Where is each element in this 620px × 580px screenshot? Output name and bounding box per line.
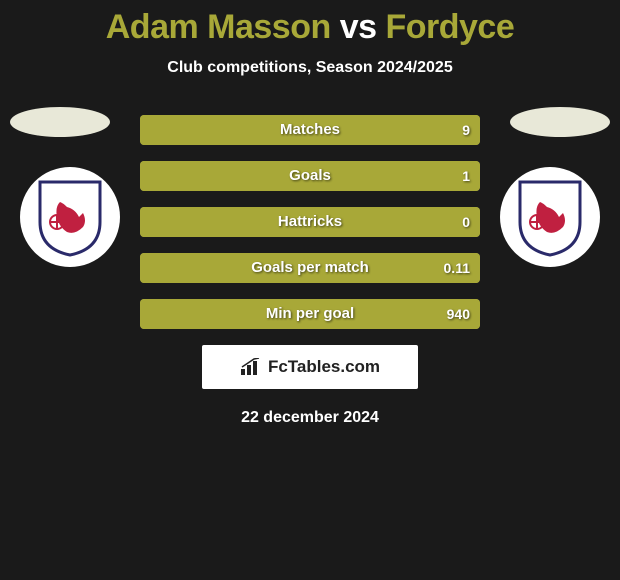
stat-label: Goals xyxy=(140,161,480,191)
stat-value-right: 940 xyxy=(447,299,470,329)
stat-value-right: 0 xyxy=(462,207,470,237)
player2-avatar-placeholder xyxy=(510,107,610,137)
bars-icon xyxy=(240,358,262,376)
stat-label: Min per goal xyxy=(140,299,480,329)
shield-icon xyxy=(35,177,105,257)
brand-text: FcTables.com xyxy=(268,357,380,377)
player2-club-crest xyxy=(500,167,600,267)
stat-bars: Matches9Goals1Hattricks0Goals per match0… xyxy=(140,115,480,329)
brand-badge: FcTables.com xyxy=(202,345,418,389)
player1-avatar-placeholder xyxy=(10,107,110,137)
stat-label: Matches xyxy=(140,115,480,145)
stat-label: Goals per match xyxy=(140,253,480,283)
stat-value-right: 0.11 xyxy=(444,253,470,283)
stat-row: Goals per match0.11 xyxy=(140,253,480,283)
stat-row: Goals1 xyxy=(140,161,480,191)
stat-row: Hattricks0 xyxy=(140,207,480,237)
stat-row: Min per goal940 xyxy=(140,299,480,329)
title-player2: Fordyce xyxy=(385,8,514,46)
subtitle: Club competitions, Season 2024/2025 xyxy=(0,59,620,77)
page-title: Adam Masson vs Fordyce xyxy=(0,0,620,47)
stat-value-right: 9 xyxy=(462,115,470,145)
player1-club-crest xyxy=(20,167,120,267)
title-player1: Adam Masson xyxy=(106,8,331,46)
title-vs: vs xyxy=(331,8,386,46)
date-label: 22 december 2024 xyxy=(0,409,620,427)
shield-icon xyxy=(515,177,585,257)
stat-label: Hattricks xyxy=(140,207,480,237)
stat-value-right: 1 xyxy=(462,161,470,191)
comparison-area: Matches9Goals1Hattricks0Goals per match0… xyxy=(0,115,620,427)
stat-row: Matches9 xyxy=(140,115,480,145)
